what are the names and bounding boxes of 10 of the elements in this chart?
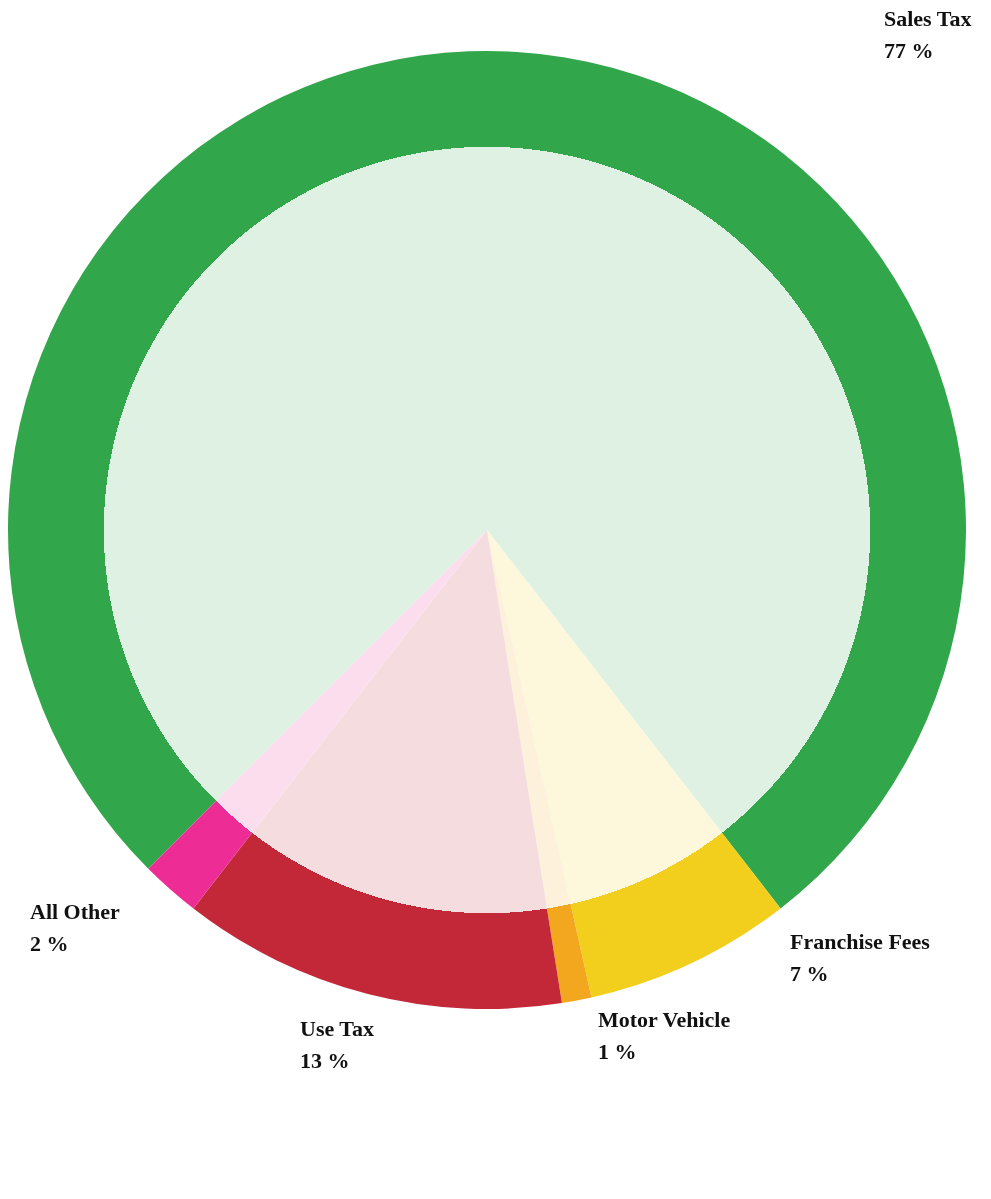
data-label: 7 % xyxy=(790,960,829,986)
slice-label: Motor Vehicle xyxy=(598,1006,731,1032)
slice-label: All Other xyxy=(30,898,121,924)
data-label: 2 % xyxy=(30,930,69,956)
data-label: 1 % xyxy=(598,1038,637,1064)
slice-label: Franchise Fees xyxy=(790,928,931,954)
data-label: 13 % xyxy=(300,1047,350,1073)
slice-label: Use Tax xyxy=(300,1015,374,1041)
slice-label: Sales Tax xyxy=(884,5,972,31)
data-label: 77 % xyxy=(884,37,934,63)
